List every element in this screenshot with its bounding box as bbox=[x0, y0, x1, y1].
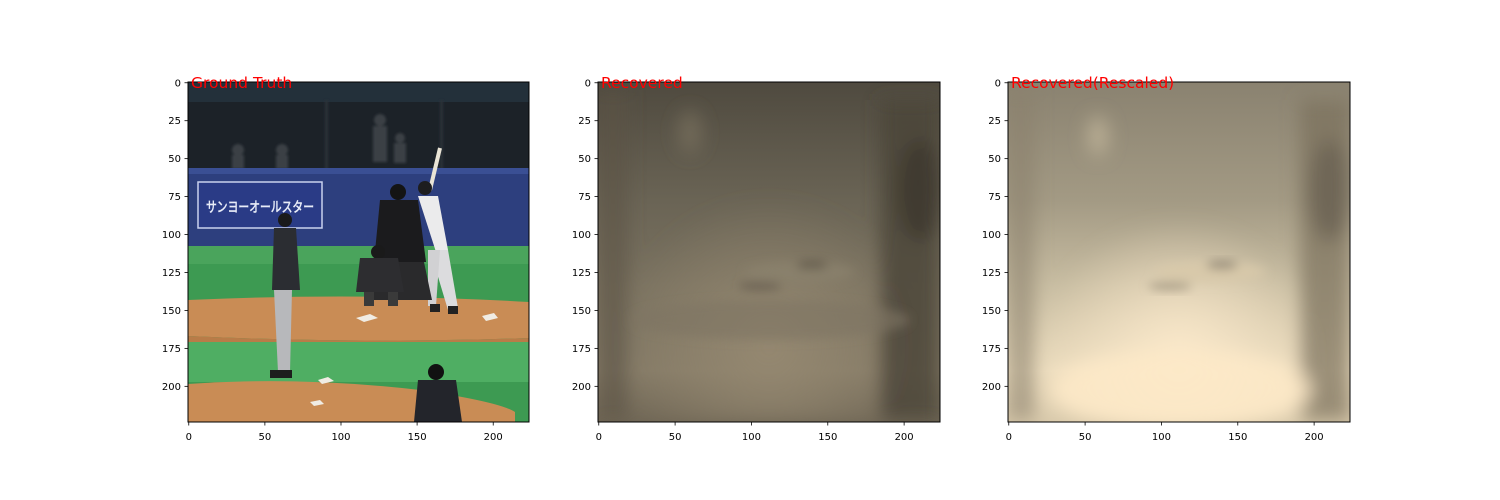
panel-3-axes: 0 50 100 150 200 0 25 50 75 100 125 150 175 200 bbox=[982, 78, 1324, 443]
ground-truth-image: サンヨーオールスター bbox=[188, 82, 529, 422]
panel-2-title: Recovered bbox=[601, 74, 683, 92]
x-tick-label: 100 bbox=[742, 432, 761, 443]
x-tick-label: 200 bbox=[484, 432, 503, 443]
panel-recovered: Recovered 0 50 100 150 200 0 25 50 75 100 125 150 17… bbox=[572, 74, 941, 443]
y-tick-label: 200 bbox=[572, 382, 591, 393]
x-tick-label: 200 bbox=[1305, 432, 1324, 443]
catcher-figure bbox=[356, 245, 404, 306]
recovered-image bbox=[598, 82, 940, 422]
recovered-rescaled-image bbox=[1008, 82, 1350, 422]
y-tick-label: 175 bbox=[162, 344, 181, 355]
x-tick-label: 150 bbox=[1228, 432, 1247, 443]
x-tick-label: 0 bbox=[186, 432, 192, 443]
y-tick-label: 75 bbox=[578, 192, 591, 203]
panel-1-title: Ground Truth bbox=[191, 74, 292, 92]
y-tick-label: 0 bbox=[175, 78, 181, 89]
y-tick-label: 125 bbox=[572, 268, 591, 279]
y-tick-label: 100 bbox=[982, 230, 1001, 241]
x-tick-label: 100 bbox=[1152, 432, 1171, 443]
y-tick-label: 150 bbox=[982, 306, 1001, 317]
fielder-figure bbox=[270, 213, 300, 378]
panel-1-frame bbox=[187, 81, 530, 423]
y-tick-label: 150 bbox=[572, 306, 591, 317]
y-tick-label: 50 bbox=[578, 154, 591, 165]
x-tick-label: 100 bbox=[331, 432, 350, 443]
y-tick-label: 75 bbox=[168, 192, 181, 203]
panel-3-title: Recovered(Rescaled) bbox=[1011, 74, 1174, 92]
panel-3-frame bbox=[1007, 81, 1351, 423]
y-tick-label: 175 bbox=[572, 344, 591, 355]
y-tick-label: 175 bbox=[982, 344, 1001, 355]
wall-sign-text: サンヨーオールスター bbox=[206, 200, 314, 216]
y-tick-label: 25 bbox=[168, 116, 181, 127]
y-tick-label: 25 bbox=[988, 116, 1001, 127]
batter-figure bbox=[418, 147, 458, 314]
panel-2-frame bbox=[597, 81, 941, 423]
y-tick-label: 125 bbox=[162, 268, 181, 279]
x-tick-label: 50 bbox=[669, 432, 682, 443]
panel-2-axes: 0 50 100 150 200 0 25 50 75 100 125 150 175 200 bbox=[572, 78, 914, 443]
baserunner-figure bbox=[414, 364, 462, 422]
y-tick-label: 100 bbox=[162, 230, 181, 241]
y-tick-label: 75 bbox=[988, 192, 1001, 203]
panel-recovered-rescaled: Recovered(Rescaled) 0 50 100 150 200 0 25 50 75 1… bbox=[982, 74, 1351, 443]
y-tick-label: 100 bbox=[572, 230, 591, 241]
y-tick-label: 0 bbox=[995, 78, 1001, 89]
x-tick-label: 200 bbox=[895, 432, 914, 443]
y-tick-label: 150 bbox=[162, 306, 181, 317]
y-tick-label: 50 bbox=[988, 154, 1001, 165]
y-tick-label: 0 bbox=[585, 78, 591, 89]
y-tick-label: 25 bbox=[578, 116, 591, 127]
panel-1-axes: 0 50 100 150 200 0 25 50 75 100 125 150 175 200 bbox=[162, 78, 503, 443]
x-tick-label: 50 bbox=[1079, 432, 1092, 443]
y-tick-label: 50 bbox=[168, 154, 181, 165]
x-tick-label: 0 bbox=[1006, 432, 1012, 443]
x-tick-label: 150 bbox=[408, 432, 427, 443]
y-tick-label: 200 bbox=[982, 382, 1001, 393]
x-tick-label: 50 bbox=[259, 432, 272, 443]
x-tick-label: 150 bbox=[818, 432, 837, 443]
y-tick-label: 200 bbox=[162, 382, 181, 393]
y-tick-label: 125 bbox=[982, 268, 1001, 279]
x-tick-label: 0 bbox=[596, 432, 602, 443]
panel-ground-truth: サンヨーオールスター bbox=[162, 74, 530, 443]
